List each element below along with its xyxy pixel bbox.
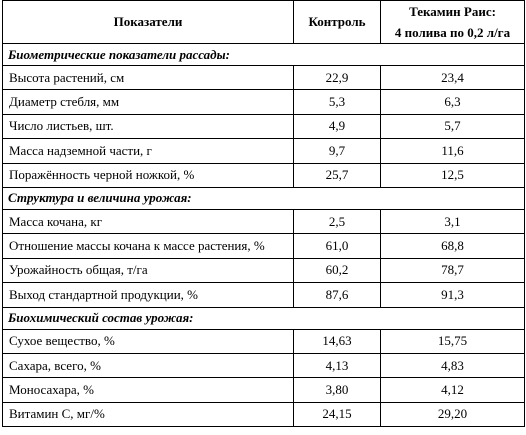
row-treatment: 5,7 [380,113,525,140]
row-treatment: 3,1 [380,208,525,235]
row-treatment: 4,83 [380,352,525,379]
row-control: 22,9 [293,64,381,91]
header-row: Показатели Контроль Текамин Раис: 4 поли… [2,0,525,44]
row-control: 24,15 [293,401,381,428]
row-name: Число листьев, шт. [2,113,294,140]
row-control: 25,7 [293,162,381,188]
header-control: Контроль [293,0,381,44]
row-name: Урожайность общая, т/га [2,257,294,284]
section-row: Биохимический состав урожая: [2,306,525,330]
row-name: Поражённость черной ножкой, % [2,162,294,188]
table-row: Урожайность общая, т/га 60,2 78,7 [2,257,525,284]
row-control: 5,3 [293,89,381,115]
row-name: Высота растений, см [2,64,294,91]
results-table: Показатели Контроль Текамин Раис: 4 поли… [2,0,525,428]
section-title: Структура и величина урожая: [2,186,525,210]
row-treatment: 6,3 [380,89,525,115]
header-indicators: Показатели [2,0,294,44]
row-name: Масса кочана, кг [2,208,294,235]
row-name: Диаметр стебля, мм [2,89,294,115]
row-control: 60,2 [293,257,381,284]
row-treatment: 11,6 [380,138,525,164]
section-title: Биохимический состав урожая: [2,306,525,330]
row-treatment: 15,75 [380,328,525,354]
row-control: 4,9 [293,113,381,140]
header-treatment-line1: Текамин Раис: [409,4,496,19]
row-control: 87,6 [293,282,381,308]
table-row: Масса кочана, кг 2,5 3,1 [2,208,525,235]
table-row: Число листьев, шт. 4,9 5,7 [2,113,525,140]
row-treatment: 12,5 [380,162,525,188]
row-treatment: 4,12 [380,377,525,403]
table-row: Высота растений, см 22,9 23,4 [2,64,525,91]
row-control: 61,0 [293,233,381,259]
table-row: Поражённость черной ножкой, % 25,7 12,5 [2,162,525,188]
table-row: Сахара, всего, % 4,13 4,83 [2,352,525,379]
row-name: Витамин С, мг/% [2,401,294,428]
header-treatment-line2: 4 полива по 0,2 л/га [394,25,511,40]
row-name: Сухое вещество, % [2,328,294,354]
section-row: Биометрические показатели рассады: [2,43,525,66]
table-row: Сухое вещество, % 14,63 15,75 [2,328,525,354]
table-row: Масса надземной части, г 9,7 11,6 [2,138,525,164]
table-row: Моносахара, % 3,80 4,12 [2,377,525,403]
table-row: Диаметр стебля, мм 5,3 6,3 [2,89,525,115]
section-title: Биометрические показатели рассады: [2,43,525,66]
row-control: 4,13 [293,352,381,379]
table-row: Отношение массы кочана к массе растения,… [2,233,525,259]
row-control: 9,7 [293,138,381,164]
table-row: Выход стандартной продукции, % 87,6 91,3 [2,282,525,308]
table-row: Витамин С, мг/% 24,15 29,20 [2,401,525,428]
row-control: 3,80 [293,377,381,403]
row-treatment: 29,20 [380,401,525,428]
row-name: Моносахара, % [2,377,294,403]
row-treatment: 23,4 [380,64,525,91]
row-treatment: 68,8 [380,233,525,259]
row-treatment: 91,3 [380,282,525,308]
row-control: 2,5 [293,208,381,235]
row-name: Масса надземной части, г [2,138,294,164]
row-name: Выход стандартной продукции, % [2,282,294,308]
row-name: Отношение массы кочана к массе растения,… [2,233,294,259]
row-control: 14,63 [293,328,381,354]
section-row: Структура и величина урожая: [2,186,525,210]
row-name: Сахара, всего, % [2,352,294,379]
header-treatment: Текамин Раис: 4 полива по 0,2 л/га [380,0,525,44]
row-treatment: 78,7 [380,257,525,284]
